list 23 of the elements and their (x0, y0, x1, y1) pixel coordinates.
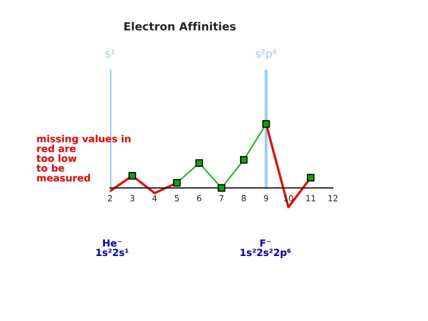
text: He⁻ 1s²2s¹ (96, 239, 128, 256)
point (306, 174, 314, 182)
x-tick-label: 6 (197, 195, 202, 202)
x-tick-label: 9 (264, 195, 268, 202)
point (195, 159, 204, 167)
point (173, 179, 181, 187)
chart-title: Electron Affinities (124, 22, 236, 31)
ref-line-label: s¹ (105, 49, 115, 58)
point (128, 172, 136, 180)
x-tick-label: 7 (220, 195, 224, 202)
x-tick-label: 2 (108, 195, 112, 202)
ref-line-label: s²p⁶ (256, 49, 277, 60)
annotation: missing values in red are too low to be measured (36, 134, 130, 182)
x-tick-label: 12 (328, 195, 338, 202)
x-tick-label: 3 (130, 195, 134, 202)
x-tick-label: 5 (174, 195, 179, 202)
x-tick-label: 8 (242, 195, 246, 202)
point (240, 156, 248, 164)
point (218, 184, 226, 192)
point (262, 120, 270, 128)
x-tick-label: 11 (306, 195, 316, 202)
x-tick-label: 4 (152, 195, 157, 202)
text: F⁻ 1s²2s²2p⁶ (240, 239, 291, 258)
